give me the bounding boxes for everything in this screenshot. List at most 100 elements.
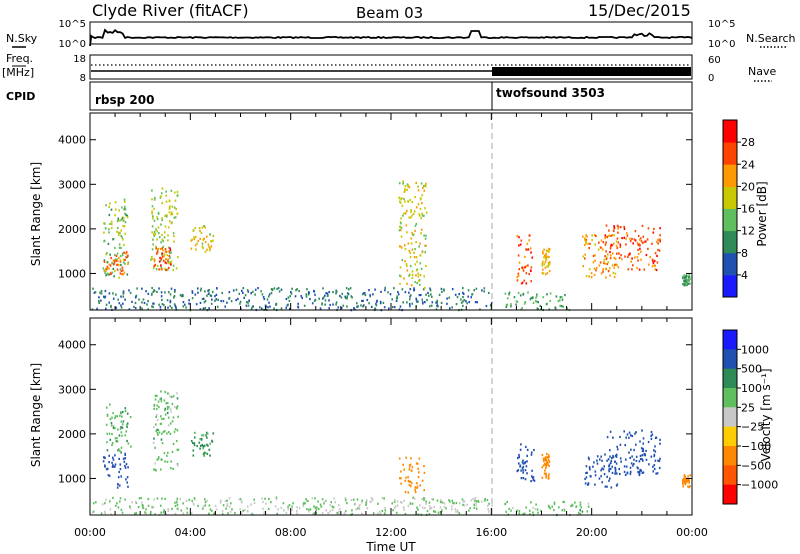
data-cell — [123, 460, 126, 463]
data-cell — [117, 298, 119, 301]
data-cell — [432, 498, 434, 501]
data-cell — [126, 422, 129, 425]
data-cell — [426, 299, 428, 302]
data-cell — [164, 413, 167, 416]
data-cell — [579, 501, 582, 504]
data-cell — [159, 248, 162, 251]
data-cell — [529, 509, 531, 512]
data-cell — [619, 245, 622, 248]
data-cell — [282, 502, 285, 505]
data-cell — [413, 288, 416, 292]
data-cell — [202, 307, 205, 310]
data-cell — [176, 194, 179, 197]
data-cell — [624, 444, 626, 447]
data-cell — [475, 507, 478, 510]
data-cell — [612, 454, 614, 458]
data-cell — [103, 260, 106, 263]
data-cell — [487, 508, 489, 511]
data-cell — [627, 255, 629, 258]
data-cell — [175, 307, 177, 310]
data-cell — [173, 405, 176, 409]
data-cell — [463, 504, 466, 507]
data-cell — [416, 486, 418, 489]
data-cell — [239, 302, 241, 305]
data-cell — [462, 296, 464, 299]
data-cell — [520, 469, 522, 472]
data-cell — [460, 298, 462, 301]
data-cell — [606, 475, 608, 478]
data-cell — [103, 222, 106, 225]
data-cell — [652, 470, 655, 473]
data-cell — [153, 207, 155, 210]
data-cell — [423, 498, 425, 501]
data-cell — [592, 254, 595, 258]
data-cell — [617, 241, 620, 244]
data-cell — [154, 398, 157, 401]
data-cell — [164, 460, 166, 463]
data-cell — [483, 499, 486, 502]
data-cell — [170, 395, 173, 399]
data-cell — [542, 272, 545, 275]
data-cell — [614, 470, 617, 473]
data-cell — [585, 471, 587, 475]
data-cell — [174, 512, 177, 515]
data-cell — [362, 305, 364, 308]
data-cell — [163, 255, 165, 258]
data-cell — [199, 444, 202, 447]
data-cell — [115, 259, 118, 262]
data-cell — [586, 471, 588, 474]
data-cell — [398, 229, 401, 232]
data-cell — [579, 504, 582, 507]
data-cell — [399, 274, 401, 277]
data-cell — [522, 292, 525, 295]
data-cell — [453, 502, 455, 505]
data-cell — [120, 263, 122, 267]
data-cell — [403, 277, 405, 280]
data-cell — [605, 257, 608, 261]
data-cell — [109, 500, 111, 503]
data-cell — [545, 476, 547, 479]
data-cell — [158, 232, 160, 235]
data-cell — [208, 512, 210, 515]
data-cell — [230, 300, 233, 303]
data-cell — [633, 238, 636, 241]
data-cell — [207, 444, 209, 447]
data-cell — [156, 404, 159, 407]
data-cell — [314, 293, 316, 296]
data-cell — [370, 496, 373, 500]
data-cell — [640, 447, 643, 450]
data-cell — [216, 305, 219, 308]
data-cell — [682, 275, 684, 278]
data-cell — [111, 443, 113, 447]
data-cell — [419, 273, 422, 277]
data-cell — [320, 505, 323, 508]
data-cell — [215, 293, 218, 296]
data-cell — [416, 482, 418, 485]
data-cell — [120, 306, 123, 309]
data-cell — [120, 219, 122, 222]
data-cell — [399, 245, 401, 248]
data-cell — [335, 301, 338, 304]
data-cell — [621, 237, 623, 240]
data-cell — [364, 294, 367, 297]
data-cell — [176, 190, 179, 193]
data-cell — [213, 511, 216, 514]
data-cell — [516, 509, 518, 512]
data-cell — [616, 445, 618, 448]
data-cell — [473, 289, 475, 292]
data-cell — [401, 204, 404, 207]
data-cell — [431, 498, 433, 501]
data-cell — [534, 508, 537, 511]
data-cell — [415, 206, 418, 209]
data-cell — [470, 296, 472, 299]
data-cell — [109, 418, 112, 421]
data-cell — [123, 208, 126, 211]
data-cell — [164, 261, 167, 264]
data-cell — [105, 468, 108, 471]
data-cell — [524, 461, 527, 464]
data-cell — [600, 239, 603, 242]
data-cell — [423, 489, 425, 492]
data-cell — [604, 237, 606, 240]
data-cell — [115, 254, 118, 257]
data-cell — [548, 458, 550, 461]
